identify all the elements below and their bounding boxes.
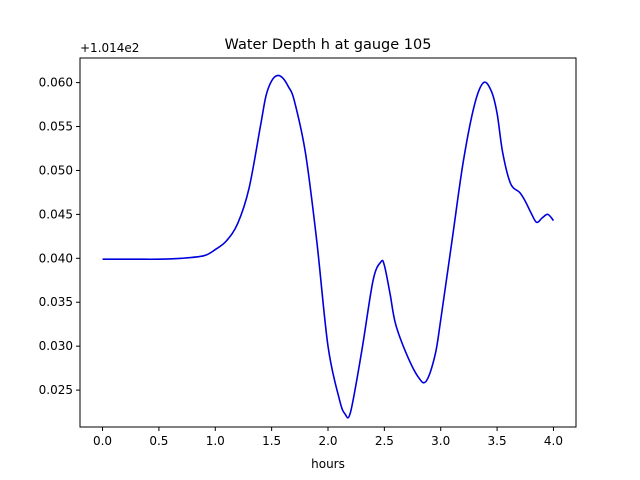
y-tick-label: 0.045 [39,207,73,221]
y-tick-label: 0.055 [39,120,73,134]
plot-frame [79,57,577,428]
x-tick-label: 3.0 [431,434,450,448]
y-axis-ticks: 0.025 0.030 0.035 0.040 0.045 0.050 0.055 0.060 [39,76,80,397]
series-line-0 [102,74,555,419]
y-tick-label: 0.050 [39,163,73,177]
x-tick-label: 0.5 [149,434,168,448]
y-tick-label: 0.060 [39,76,73,90]
chart-title: Water Depth h at gauge 105 [225,37,432,53]
x-tick-label: 1.0 [206,434,225,448]
y-tick-label: 0.035 [39,295,73,309]
plot-area [80,58,576,427]
series-layer [102,74,555,419]
x-tick-label: 3.5 [488,434,507,448]
y-offset-label: +1.014e2 [80,41,139,55]
x-tick-label: 1.5 [262,434,281,448]
x-tick-label: 2.5 [375,434,394,448]
y-tick-label: 0.025 [39,383,73,397]
x-tick-label: 2.0 [318,434,337,448]
x-axis-label: hours [311,457,345,471]
x-tick-label: 0.0 [93,434,112,448]
y-tick-label: 0.030 [39,339,73,353]
x-tick-label: 4.0 [544,434,563,448]
x-axis-ticks: 0.0 0.5 1.0 1.5 2.0 2.5 3.0 3.5 4.0 [93,427,563,448]
y-tick-label: 0.040 [39,251,73,265]
